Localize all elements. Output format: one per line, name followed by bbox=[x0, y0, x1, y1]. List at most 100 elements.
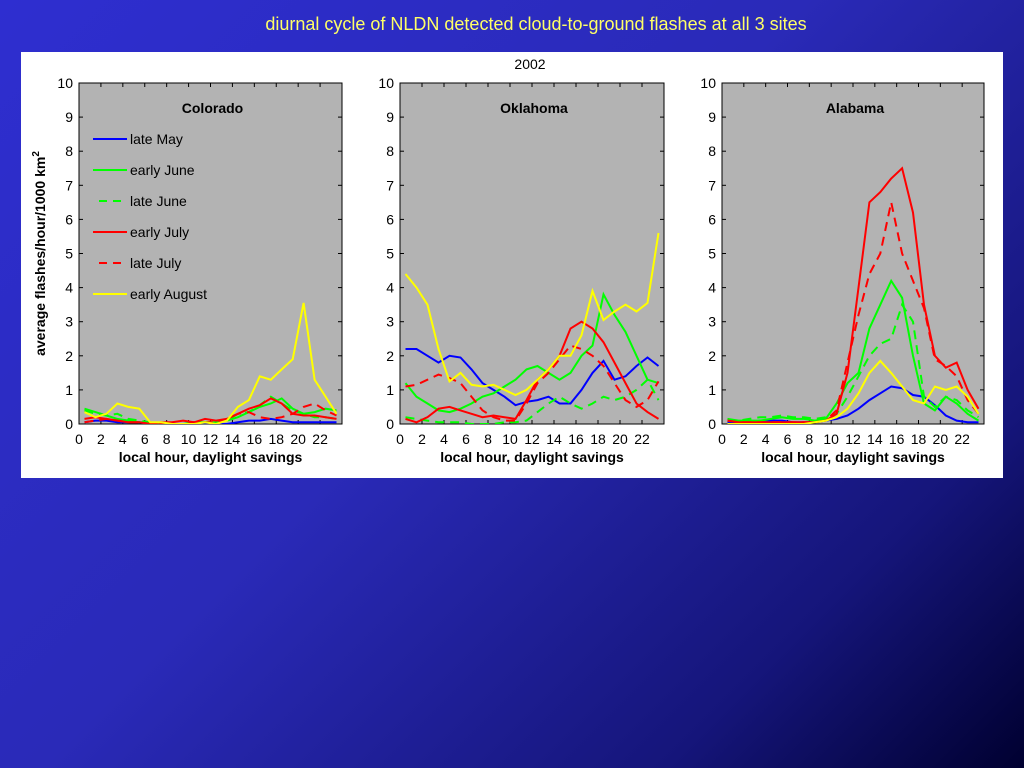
colorado-xtick-label: 12 bbox=[203, 431, 219, 447]
oklahoma-series-early-august bbox=[404, 232, 660, 397]
legend-label-late-june: late June bbox=[130, 193, 187, 209]
legend-label-early-june: early June bbox=[130, 162, 195, 178]
oklahoma-xtick-label: 14 bbox=[546, 431, 562, 447]
oklahoma-xlabel: local hour, daylight savings bbox=[440, 449, 624, 465]
alabama-xtick-label: 0 bbox=[718, 431, 726, 447]
colorado-ytick-label: 4 bbox=[65, 280, 73, 296]
colorado-series-early-july bbox=[84, 397, 337, 424]
figure-panel: 2002 0 1 2 3 4 5 6 7 8 9 10 0 2 4 6 8 10 12 14 16 18 20 22 loca… bbox=[21, 52, 1003, 478]
colorado-series-early-august bbox=[84, 302, 338, 424]
alabama-series-late-july bbox=[727, 202, 980, 424]
oklahoma-plot-area bbox=[399, 82, 665, 425]
colorado-ytick-label: 3 bbox=[65, 314, 73, 330]
colorado-xtick-label: 6 bbox=[141, 431, 149, 447]
oklahoma-xtick-label: 18 bbox=[590, 431, 606, 447]
oklahoma-ytick-label: 2 bbox=[386, 348, 394, 364]
alabama-plot-area bbox=[721, 82, 985, 425]
alabama-series-early-june bbox=[727, 278, 980, 422]
colorado-xtick-label: 10 bbox=[181, 431, 197, 447]
oklahoma-xtick-label: 4 bbox=[440, 431, 448, 447]
alabama-xtick-label: 10 bbox=[823, 431, 839, 447]
oklahoma-ytick-label: 3 bbox=[386, 314, 394, 330]
colorado-ytick-label: 7 bbox=[65, 177, 73, 193]
colorado-plot-area bbox=[78, 82, 343, 425]
colorado-ytick-label: 9 bbox=[65, 109, 73, 125]
colorado-ylabel: average flashes/hour/1000 km2 bbox=[31, 151, 48, 356]
colorado-xtick-label: 18 bbox=[268, 431, 284, 447]
alabama-ytick-label: 4 bbox=[708, 280, 716, 296]
figure-title: 2002 bbox=[514, 56, 545, 72]
colorado-xtick-label: 14 bbox=[225, 431, 241, 447]
oklahoma-series-late-july bbox=[405, 344, 660, 422]
alabama-title: Alabama bbox=[826, 100, 885, 116]
alabama-xtick-label: 6 bbox=[784, 431, 792, 447]
colorado-ytick-label: 1 bbox=[65, 382, 73, 398]
alabama-ytick-label: 8 bbox=[708, 143, 716, 159]
colorado-ytick-label: 10 bbox=[57, 75, 73, 91]
alabama-ytick-label: 6 bbox=[708, 211, 716, 227]
colorado-xtick-label: 4 bbox=[119, 431, 127, 447]
colorado-ytick-label: 2 bbox=[65, 348, 73, 364]
oklahoma-xtick-label: 10 bbox=[502, 431, 518, 447]
alabama-ytick-label: 3 bbox=[708, 314, 716, 330]
oklahoma-ytick-label: 9 bbox=[386, 109, 394, 125]
alabama-xtick-label: 18 bbox=[911, 431, 927, 447]
colorado-ytick-label: 6 bbox=[65, 211, 73, 227]
alabama-xtick-label: 8 bbox=[805, 431, 813, 447]
alabama-series-early-august bbox=[727, 359, 980, 424]
oklahoma-xtick-label: 22 bbox=[634, 431, 650, 447]
colorado-ytick-label: 5 bbox=[65, 246, 73, 262]
oklahoma-xtick-label: 2 bbox=[418, 431, 426, 447]
alabama-xtick-label: 2 bbox=[740, 431, 748, 447]
alabama-xtick-label: 12 bbox=[845, 431, 861, 447]
colorado-xlabel: local hour, daylight savings bbox=[119, 449, 303, 465]
colorado-title: Colorado bbox=[182, 100, 243, 116]
legend-label-early-july: early July bbox=[130, 224, 189, 240]
oklahoma-ytick-label: 4 bbox=[386, 280, 394, 296]
colorado-xtick-label: 20 bbox=[290, 431, 306, 447]
alabama-ytick-label: 0 bbox=[708, 416, 716, 432]
legend-label-early-august: early August bbox=[130, 286, 207, 302]
alabama-ytick-label: 5 bbox=[708, 246, 716, 262]
alabama-xtick-label: 22 bbox=[954, 431, 970, 447]
alabama-ytick-label: 2 bbox=[708, 348, 716, 364]
oklahoma-ytick-label: 6 bbox=[386, 211, 394, 227]
colorado-xtick-label: 8 bbox=[163, 431, 171, 447]
oklahoma-ytick-label: 10 bbox=[378, 75, 394, 91]
alabama-ytick-label: 1 bbox=[708, 382, 716, 398]
oklahoma-xtick-label: 16 bbox=[568, 431, 584, 447]
slide-title: diurnal cycle of NLDN detected cloud-to-… bbox=[265, 14, 807, 34]
oklahoma-xtick-label: 6 bbox=[462, 431, 470, 447]
oklahoma-xtick-label: 0 bbox=[396, 431, 404, 447]
oklahoma-xtick-label: 12 bbox=[524, 431, 540, 447]
oklahoma-series-late-june bbox=[405, 378, 660, 424]
alabama-ytick-label: 10 bbox=[700, 75, 716, 91]
alabama-series-late-june bbox=[727, 302, 980, 422]
colorado-xtick-label: 2 bbox=[97, 431, 105, 447]
colorado-ytick-label: 8 bbox=[65, 143, 73, 159]
oklahoma-series-late-may bbox=[405, 348, 660, 407]
alabama-xtick-label: 16 bbox=[889, 431, 905, 447]
oklahoma-ytick-label: 1 bbox=[386, 382, 394, 398]
oklahoma-ytick-label: 5 bbox=[386, 246, 394, 262]
oklahoma-ytick-label: 8 bbox=[386, 143, 394, 159]
alabama-xlabel: local hour, daylight savings bbox=[761, 449, 945, 465]
alabama-xtick-label: 20 bbox=[933, 431, 949, 447]
alabama-ytick-label: 7 bbox=[708, 177, 716, 193]
colorado-xtick-label: 0 bbox=[75, 431, 83, 447]
oklahoma-title: Oklahoma bbox=[500, 100, 568, 116]
oklahoma-xtick-label: 20 bbox=[612, 431, 628, 447]
oklahoma-series-early-july bbox=[405, 320, 660, 424]
colorado-ytick-label: 0 bbox=[65, 416, 73, 432]
alabama-xtick-label: 14 bbox=[867, 431, 883, 447]
alabama-xtick-label: 4 bbox=[762, 431, 770, 447]
legend-label-late-july: late July bbox=[130, 255, 181, 271]
oklahoma-series-early-june bbox=[404, 291, 659, 414]
colorado-xtick-label: 16 bbox=[247, 431, 263, 447]
colorado-xtick-label: 22 bbox=[312, 431, 328, 447]
alabama-ytick-label: 9 bbox=[708, 109, 716, 125]
oklahoma-xtick-label: 8 bbox=[484, 431, 492, 447]
